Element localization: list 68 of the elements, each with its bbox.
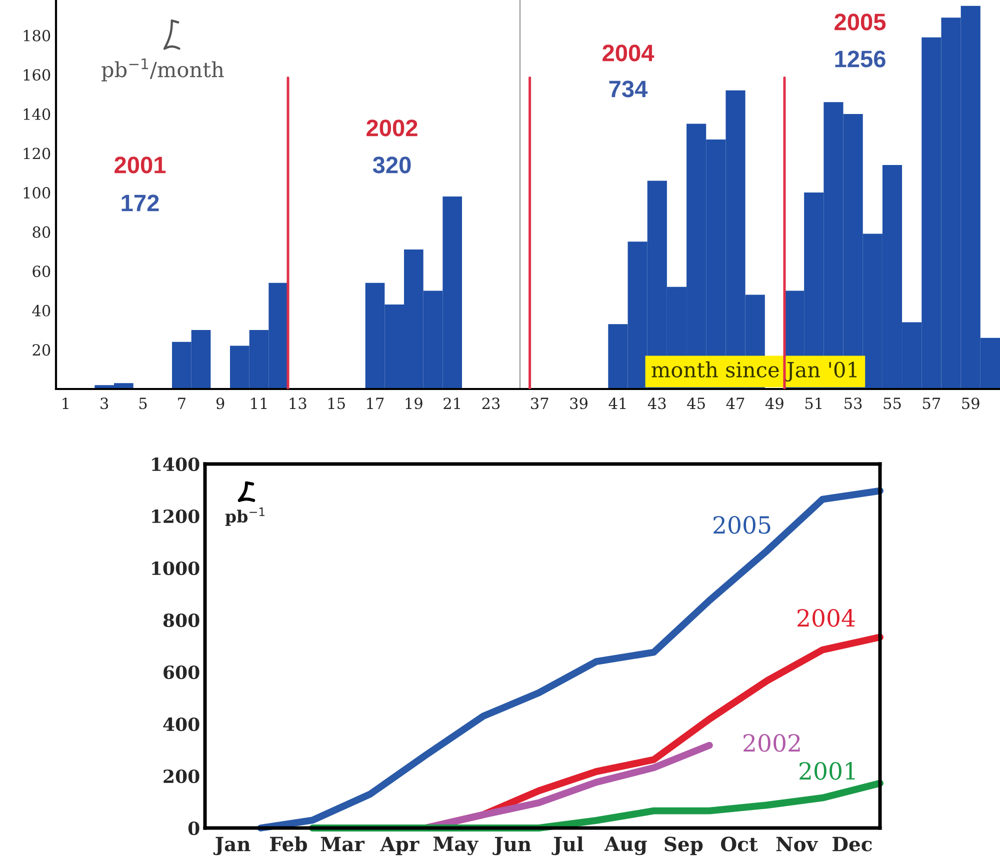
y-tick-label: 800 xyxy=(163,613,200,628)
x-tick-label: 9 xyxy=(216,398,224,410)
x-tick-label: 15 xyxy=(328,398,345,410)
y-tick-label: 40 xyxy=(32,304,50,316)
annotation: 2004 xyxy=(602,44,654,62)
x-tick-label: 21 xyxy=(444,398,460,409)
x-tick-label: 17 xyxy=(367,398,384,409)
y-tick-label: 180 xyxy=(24,30,50,42)
y-tick-label: 1200 xyxy=(152,509,200,524)
y-tick-label: 80 xyxy=(32,226,50,238)
annotation: 2005 xyxy=(834,14,886,30)
x-tick-label: Apr xyxy=(380,836,420,856)
y-tick-label: 100 xyxy=(24,187,50,199)
x-tick-label: 1 xyxy=(62,398,68,409)
y-tick-label: 1000 xyxy=(152,561,200,576)
annotation: 1256 xyxy=(835,50,886,68)
x-tick-label: 23 xyxy=(482,398,500,410)
x-tick-label: 49 xyxy=(765,398,784,410)
y-tick-label: 160 xyxy=(24,69,50,81)
x-tick-label: 59 xyxy=(962,398,980,410)
x-tick-label: 19 xyxy=(406,398,422,410)
x-tick-label: 3 xyxy=(100,398,108,410)
annotation: 320 xyxy=(372,156,411,174)
x-tick-label: 45 xyxy=(687,398,705,410)
x-tick-label: Sep xyxy=(664,836,703,856)
y-axis-title: pb$^{−1}$ xyxy=(225,508,265,526)
x-tick-label: 57 xyxy=(923,398,940,410)
x-tick-label: 47 xyxy=(726,398,744,409)
series-label: 2004 xyxy=(798,608,855,627)
y-tick-label: 200 xyxy=(164,769,200,784)
annotation: 734 xyxy=(609,80,648,98)
x-tick-label: Jan xyxy=(213,836,250,856)
series-label: 2005 xyxy=(714,516,770,534)
x-tick-label: Jun xyxy=(492,836,532,856)
y-tick-label: 20 xyxy=(32,344,50,356)
y-tick-label: 60 xyxy=(32,266,50,278)
x-tick-label: Jul xyxy=(552,836,584,856)
x-tick-label: 7 xyxy=(178,398,186,409)
x-axis-title: month since Jan '01 xyxy=(652,361,857,382)
x-tick-label: 53 xyxy=(844,398,862,410)
x-tick-label: 39 xyxy=(570,398,588,410)
y-tick-label: 140 xyxy=(24,108,50,120)
x-tick-label: 11 xyxy=(251,398,267,409)
y-tick-label: 0 xyxy=(188,821,200,836)
y-tick-label: 600 xyxy=(164,665,200,680)
series-label: 2002 xyxy=(744,734,800,752)
annotation: 172 xyxy=(122,194,159,212)
x-tick-label: Oct xyxy=(721,836,758,852)
x-tick-label: Feb xyxy=(270,836,308,852)
x-tick-label: 43 xyxy=(648,398,666,410)
x-tick-label: 51 xyxy=(805,398,822,410)
x-tick-label: Dec xyxy=(832,836,872,852)
y-tick-label: 1400 xyxy=(152,457,200,472)
x-tick-label: Aug xyxy=(604,836,647,856)
x-tick-label: Mar xyxy=(320,836,365,852)
x-tick-label: 5 xyxy=(139,398,147,410)
x-tick-label: Nov xyxy=(776,836,818,852)
annotation: 2002 xyxy=(366,120,418,136)
annotation: 2001 xyxy=(114,156,166,174)
y-tick-label: 400 xyxy=(163,717,200,732)
y-tick-label: 120 xyxy=(24,148,50,160)
x-tick-label: 13 xyxy=(290,398,306,410)
x-tick-label: 55 xyxy=(884,398,901,410)
y-axis-title: pb$^{−1}$/month xyxy=(102,58,224,82)
series-label: 2001 xyxy=(800,762,855,780)
x-tick-label: 37 xyxy=(531,398,548,410)
x-tick-label: May xyxy=(433,836,479,856)
x-tick-label: 41 xyxy=(608,398,626,409)
